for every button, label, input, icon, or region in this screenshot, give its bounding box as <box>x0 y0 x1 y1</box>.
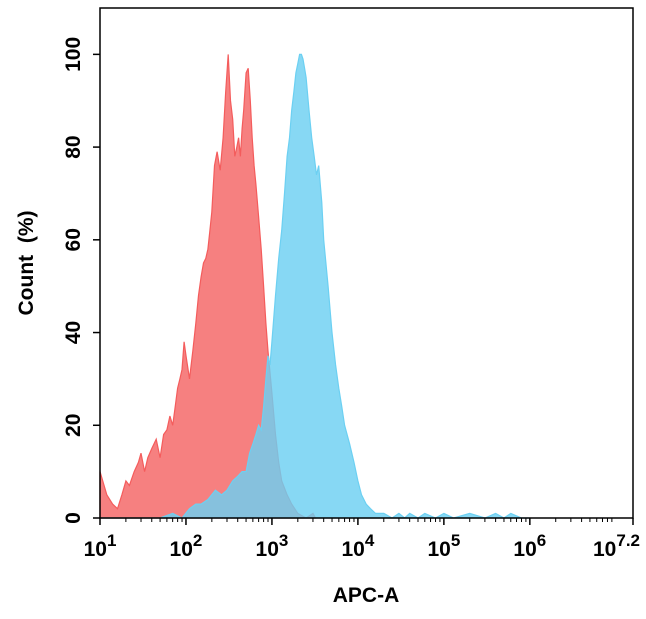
x-axis: 101 102 103 104 105 106 107.2 <box>84 518 640 561</box>
series-2-area <box>100 53 530 519</box>
x-axis-label: APC-A <box>333 584 400 607</box>
series-1-area <box>99 54 317 519</box>
y-tick-label: 60 <box>62 228 85 251</box>
y-tick-label: 100 <box>62 37 85 72</box>
x-tick-label: 103 <box>256 531 289 561</box>
series-layer <box>99 53 530 519</box>
x-tick-label: 105 <box>427 531 460 561</box>
y-tick-label: 80 <box>62 135 85 158</box>
x-tick-label: 107.2 <box>593 531 640 561</box>
x-tick-label: 106 <box>513 531 546 561</box>
plot-frame <box>99 7 634 519</box>
y-tick-label: 0 <box>62 512 85 524</box>
x-tick-label: 101 <box>84 531 117 561</box>
y-axis: 0 20 40 60 80 100 <box>62 37 100 524</box>
x-tick-label: 104 <box>341 531 374 561</box>
y-tick-label: 20 <box>62 414 85 437</box>
x-tick-label: 102 <box>170 531 203 561</box>
y-axis-label: Count (%) <box>15 211 38 316</box>
y-tick-label: 40 <box>62 321 85 344</box>
